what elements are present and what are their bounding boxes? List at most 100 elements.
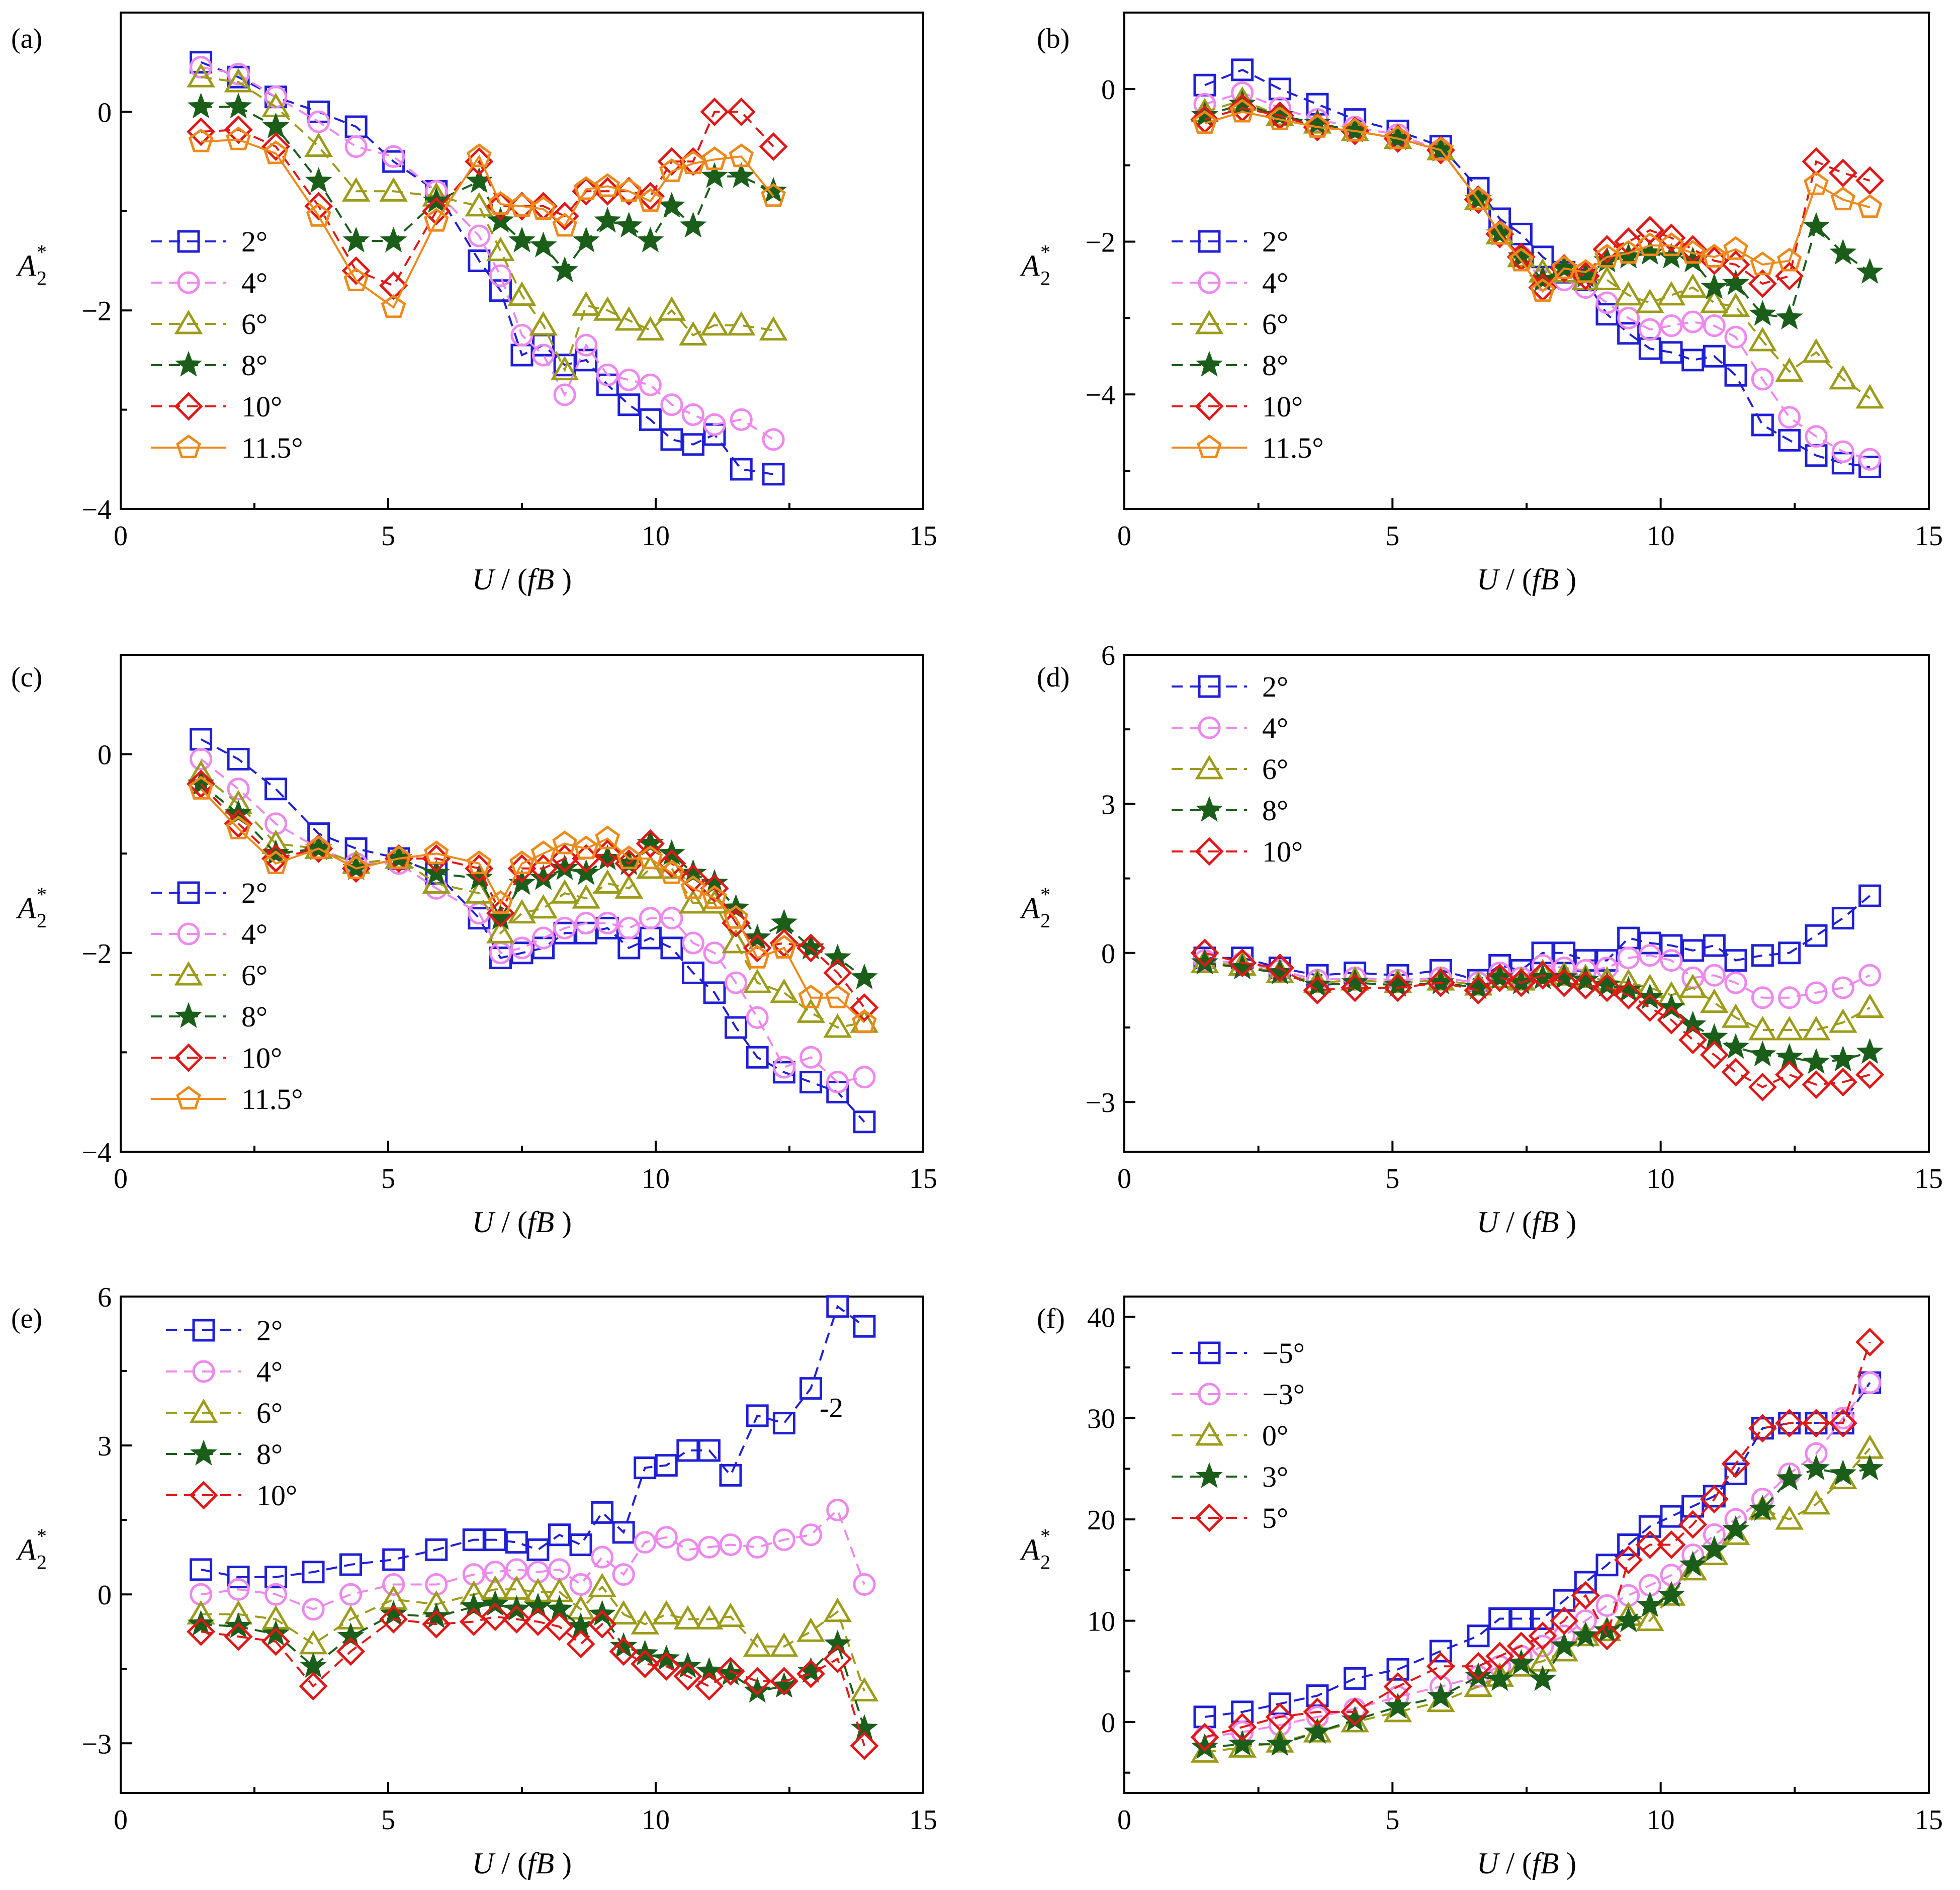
data-point [530,840,556,865]
y-tick-label: 3 [98,1431,112,1462]
legend-marker [1195,310,1224,334]
data-point [337,1622,365,1649]
chart-panel: 0 5 10 15 −4 −2 0 (a) U / (fB ) A * 2 2° 4° 6° 8° 10° 11.… [11,12,937,596]
data-point [1678,1025,1708,1055]
data-point [1828,158,1857,188]
data-point [770,909,798,935]
legend-label: 2° [241,877,268,909]
data-point [824,1629,851,1656]
data-point [1571,262,1600,291]
data-point [1573,259,1598,283]
data-point [634,1456,657,1480]
data-point [545,1612,574,1641]
legend-marker [1198,271,1221,294]
data-point [725,971,748,994]
series-line [1204,111,1870,293]
legend-marker [1195,837,1224,866]
data-point [467,143,492,167]
data-point [634,1531,657,1554]
data-point [681,403,704,426]
data-point [1386,1658,1409,1681]
data-point [1702,243,1727,268]
data-point [339,1583,363,1606]
data-point [657,849,686,878]
data-point [425,1538,448,1561]
series-line [1204,99,1870,399]
data-point [1593,971,1621,997]
data-point [853,1573,876,1596]
data-point [575,349,598,372]
y-tick-label: 20 [1087,1505,1115,1536]
data-point [529,854,558,883]
data-point [1802,338,1831,363]
data-point [616,845,642,870]
data-point [695,1605,724,1630]
data-point [1703,934,1726,957]
data-point [659,860,684,884]
data-point [1638,944,1661,967]
data-point [697,1439,721,1462]
data-point [1657,1530,1686,1560]
data-point [341,177,371,202]
data-point [591,1545,614,1569]
data-point [190,1558,213,1581]
data-point [1681,1495,1705,1518]
data-point [612,1521,635,1544]
data-point [1681,939,1705,962]
legend-marker [1196,1462,1223,1488]
y-tick-label: 0 [98,1580,112,1611]
data-point [638,188,663,212]
y-tick-label: 0 [98,740,112,771]
data-point [678,864,708,893]
data-point [336,1637,366,1666]
data-point [1749,1495,1776,1521]
data-point [484,1528,507,1552]
data-point [1660,314,1683,337]
data-point [226,126,251,150]
data-point [1751,413,1774,437]
data-point [263,850,289,875]
data-point [1528,961,1557,990]
data-point [484,1561,507,1584]
series-line [200,788,865,1023]
legend-label: 6° [1262,308,1288,340]
data-point [264,778,288,801]
data-point [1856,1454,1884,1481]
legend-label: 3° [1262,1461,1288,1493]
data-point [509,193,534,217]
y-tick-label: 0 [1101,1707,1115,1739]
data-point [486,919,515,943]
legend-label: 2° [256,1314,283,1347]
panel-label: (d) [1037,662,1070,693]
data-point [1721,250,1750,279]
legend-label: 6° [241,959,268,992]
data-point [1553,1589,1576,1612]
x-tick-label: 0 [114,521,128,552]
data-point [697,1535,721,1559]
x-axis-label: U / (fB ) [1477,1847,1576,1880]
data-point [588,1573,616,1597]
data-point [262,112,290,138]
data-point [797,1657,825,1683]
y-tick-label: 6 [98,1282,112,1313]
data-point [1228,90,1256,116]
y-tick-label: 0 [1101,74,1115,106]
data-point [681,433,704,456]
data-point [1303,976,1332,1005]
data-point [615,212,643,238]
y-tick-label: 10 [1087,1606,1115,1638]
y-tick-label: 3 [1101,789,1115,820]
data-point [1803,1048,1830,1074]
data-point [588,1609,617,1639]
data-point [1775,1409,1804,1438]
data-point [1721,1003,1750,1028]
data-point [612,1563,635,1586]
data-point [1658,1581,1685,1607]
data-point [636,829,665,858]
y-tick-label: 40 [1087,1302,1115,1333]
data-point [227,1578,250,1601]
data-point [772,1056,795,1079]
legend-marker [174,1043,203,1072]
data-point [743,1632,772,1657]
data-point [823,1013,852,1038]
